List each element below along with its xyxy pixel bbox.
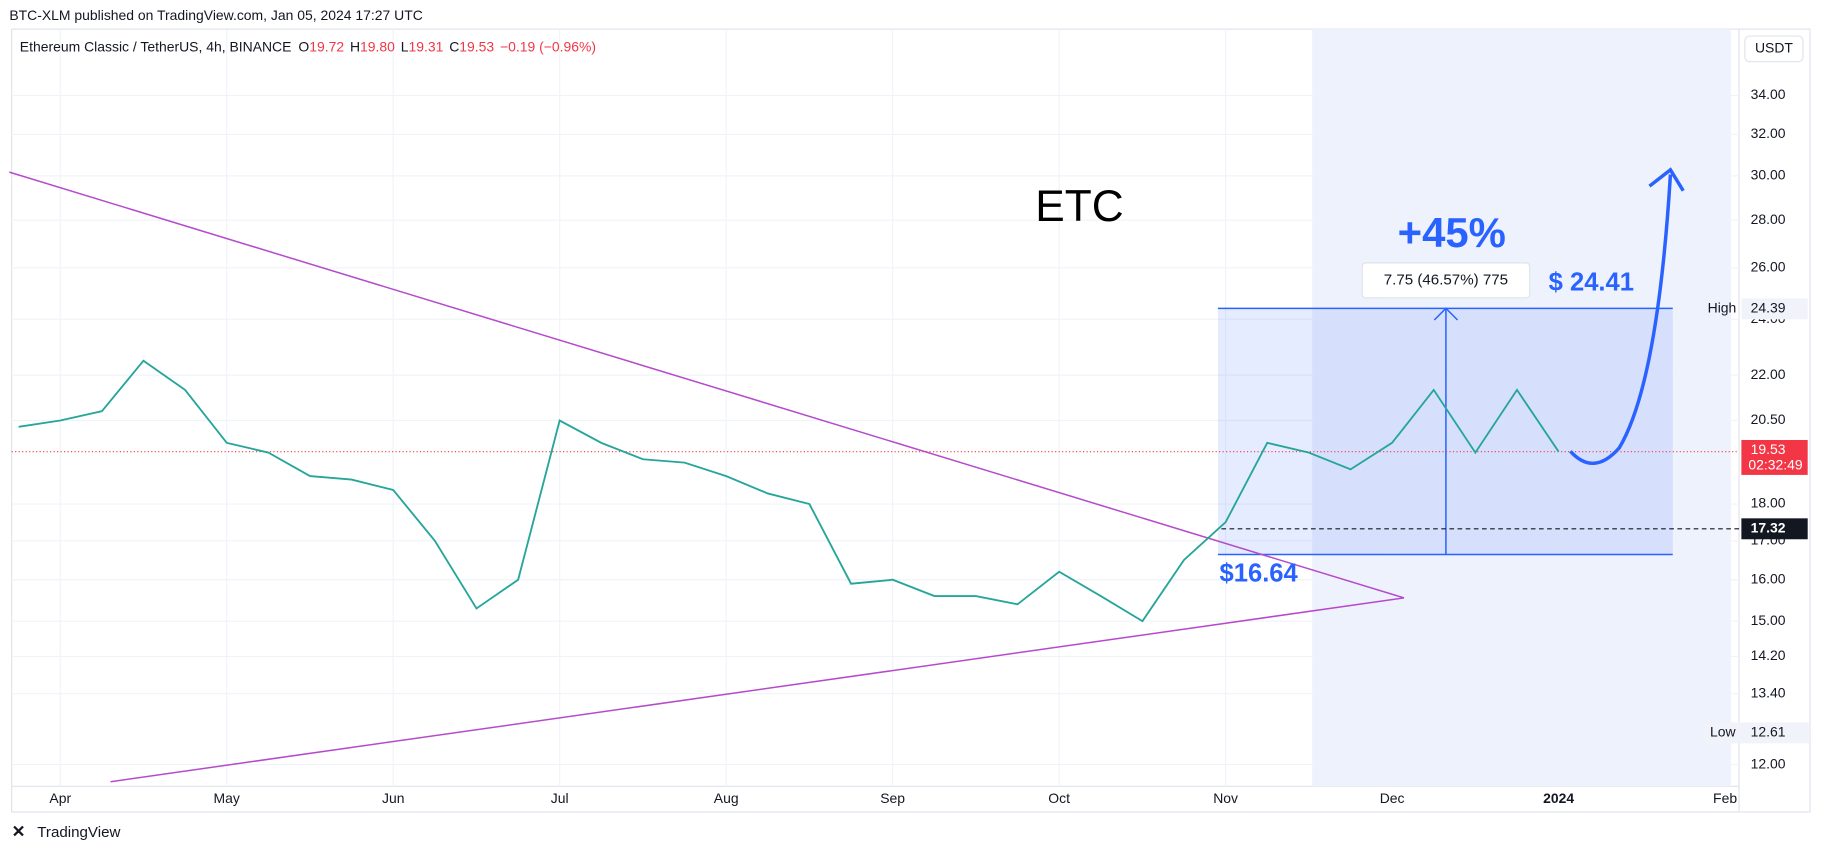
x-tick-label: Dec xyxy=(1380,790,1405,806)
ohlc-value: 19.72 xyxy=(309,38,344,54)
y-tick-label: 30.00 xyxy=(1751,167,1786,183)
legend: Ethereum Classic / TetherUS, 4h, BINANCE… xyxy=(20,38,596,54)
annotation-title: ETC xyxy=(1035,182,1123,231)
high-tag xyxy=(1741,298,1808,320)
grid xyxy=(11,29,1740,787)
x-tick-label: Feb xyxy=(1713,790,1737,806)
x-tick-label: Aug xyxy=(714,790,739,806)
y-tick-label: 26.00 xyxy=(1751,258,1786,274)
low-label: Low xyxy=(1710,724,1737,740)
last-value: 19.53 xyxy=(1751,441,1786,457)
ohlc-key: H xyxy=(350,38,360,54)
x-tick-label: Nov xyxy=(1213,790,1238,806)
x-tick-label: Jul xyxy=(551,790,569,806)
y-tick-label: 34.00 xyxy=(1751,86,1786,102)
footer: TradingView xyxy=(37,824,120,841)
y-tick-label: 20.50 xyxy=(1751,411,1786,427)
high-value: 24.39 xyxy=(1751,300,1786,316)
x-tick-label: Jun xyxy=(382,790,404,806)
ohlc-key: C xyxy=(449,38,459,54)
forecast-zone xyxy=(1312,29,1731,787)
logo-mark: ✕ xyxy=(12,823,26,841)
trendline-lower xyxy=(110,597,1405,783)
x-tick-label: May xyxy=(214,790,240,806)
price-line xyxy=(18,359,1560,623)
y-tick-label: 28.00 xyxy=(1751,211,1786,227)
ohlc-key: L xyxy=(401,38,409,54)
annotation-entry: $16.64 xyxy=(1220,559,1299,587)
y-tick-label: 13.40 xyxy=(1751,684,1786,700)
level-tag xyxy=(1741,518,1808,540)
x-tick-label: 2024 xyxy=(1543,790,1574,806)
axes: 12.0013.4014.2015.0016.0017.0018.0020.50… xyxy=(49,86,1809,806)
symbol: Ethereum Classic / TetherUS, 4h, BINANCE xyxy=(20,38,292,54)
change: −0.19 (−0.96%) xyxy=(500,38,596,54)
header: BTC-XLM published on TradingView.com, Ja… xyxy=(9,7,422,23)
y-tick-label: 18.00 xyxy=(1751,495,1786,511)
currency-button[interactable] xyxy=(1744,35,1804,63)
y-tick-label: 32.00 xyxy=(1751,125,1786,141)
annotation-gain: +45% xyxy=(1398,209,1506,256)
x-tick-label: Apr xyxy=(49,790,71,806)
countdown: 02:32:49 xyxy=(1748,456,1803,472)
high-label: High xyxy=(1708,300,1737,316)
trendline-upper xyxy=(9,171,1405,599)
plot xyxy=(11,359,1740,623)
low-value: 12.61 xyxy=(1751,724,1786,740)
level-value: 17.32 xyxy=(1751,519,1786,535)
y-tick-label: 12.00 xyxy=(1751,755,1786,771)
range-box xyxy=(1217,307,1673,556)
low-tag-bg xyxy=(1704,722,1809,744)
annotation-target: $ 24.41 xyxy=(1549,269,1634,297)
ohlc-value: 19.80 xyxy=(360,38,395,54)
range-arrowhead xyxy=(1433,307,1459,321)
y-tick-label: 16.00 xyxy=(1751,570,1786,586)
x-tick-label: Oct xyxy=(1048,790,1070,806)
y-tick-label: 14.20 xyxy=(1751,647,1786,663)
measure-box xyxy=(1361,262,1531,299)
currency[interactable]: USDT xyxy=(1755,40,1793,56)
ohlc-key: O xyxy=(298,38,309,54)
last-tag xyxy=(1741,440,1808,475)
forecast-arrow xyxy=(1569,174,1673,466)
forecast-arrowhead xyxy=(1648,167,1685,192)
x-tick-label: Sep xyxy=(880,790,905,806)
ohlc-value: 19.31 xyxy=(409,38,444,54)
ohlc-value: 19.53 xyxy=(459,38,494,54)
measure-label: 7.75 (46.57%) 775 xyxy=(1384,271,1508,288)
y-tick-label: 15.00 xyxy=(1751,612,1786,628)
y-tick-label: 22.00 xyxy=(1751,366,1786,382)
